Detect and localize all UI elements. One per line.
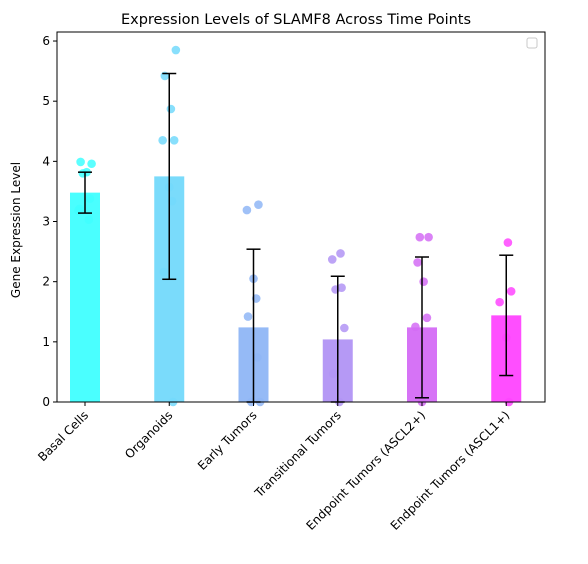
- data-point-3-6: [253, 353, 262, 362]
- data-point-4-1: [336, 249, 345, 258]
- data-point-3-5: [243, 312, 253, 321]
- axes: 0 1 2 3 4 5 6 Basal Cells Organoids Early TumorsT…: [35, 31, 546, 533]
- data-point-1-4: [87, 159, 96, 169]
- data-point-4-4: [331, 285, 340, 294]
- data-point-5-2: [424, 232, 433, 242]
- y-tick-label: 1: [42, 335, 50, 349]
- data-point-2-5: [158, 135, 167, 145]
- y-axis-title: Gene Expression Level: [9, 162, 23, 298]
- data-point-3-2: [242, 205, 252, 215]
- data-point-4-6: [329, 369, 338, 379]
- bars: [70, 176, 522, 402]
- data-point-6-1: [503, 238, 513, 247]
- data-point-4-2: [327, 255, 337, 264]
- data-point-5-5: [422, 313, 432, 323]
- error-bars: [78, 72, 514, 403]
- x-tick-label: Organoids: [122, 408, 175, 461]
- data-point-2-8: [159, 267, 169, 277]
- data-point-2-3: [166, 104, 176, 114]
- data-point-1-7: [85, 194, 95, 203]
- data-point-1-2: [84, 215, 94, 225]
- data-point-2-4: [169, 135, 179, 145]
- y-tick-label: 0: [42, 395, 50, 409]
- legend-box[interactable]: [526, 37, 538, 49]
- y-tick-label: 6: [42, 34, 50, 48]
- data-point-6-3: [495, 297, 504, 307]
- data-point-5-3: [413, 258, 422, 267]
- data-point-5-4: [419, 277, 428, 286]
- data-point-3-1: [254, 200, 263, 209]
- x-tick-label: Basal Cells: [35, 408, 91, 464]
- chart-title: Expression Levels of SLAMF8 Across Time …: [121, 12, 471, 28]
- data-points: [74, 45, 516, 407]
- x-tick-label: Transitional Tumors: [251, 408, 344, 501]
- data-point-5-1: [415, 232, 425, 242]
- error-bar-1: [78, 171, 92, 214]
- y-tick-label: 5: [42, 94, 50, 108]
- error-bar-6: [499, 254, 514, 377]
- y-tick-label: 2: [42, 275, 50, 289]
- bar-1: [70, 192, 100, 402]
- y-tick-label: 3: [42, 215, 50, 229]
- data-point-4-5: [340, 323, 349, 333]
- error-bar-2: [162, 72, 177, 281]
- x-tick-label: Early Tumors: [195, 408, 260, 473]
- data-point-1-5: [76, 157, 85, 167]
- data-point-6-2: [506, 287, 516, 296]
- data-point-2-1: [171, 45, 181, 55]
- y-tick-label: 4: [42, 154, 50, 168]
- error-bar-5: [415, 256, 429, 399]
- legend[interactable]: [526, 37, 538, 49]
- plot-frame: [56, 31, 546, 403]
- data-point-5-6: [411, 322, 420, 332]
